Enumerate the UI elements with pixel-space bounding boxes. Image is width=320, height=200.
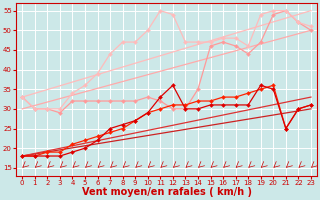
X-axis label: Vent moyen/en rafales ( km/h ): Vent moyen/en rafales ( km/h ) [82, 187, 252, 197]
